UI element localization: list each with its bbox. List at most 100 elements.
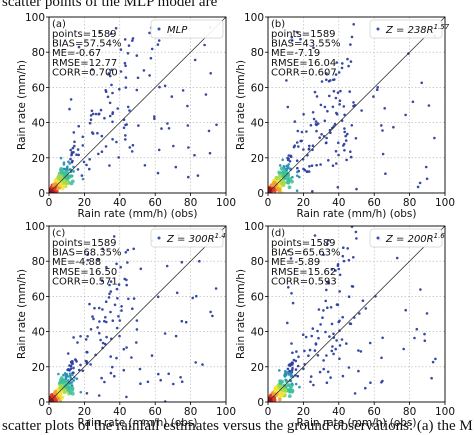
scatter-point (211, 314, 214, 318)
scatter-point (277, 170, 282, 175)
scatter-point (296, 174, 299, 177)
scatter-point (392, 125, 395, 129)
scatter-point (277, 393, 282, 398)
x-tick-label: 0 (265, 406, 272, 418)
scatter-point (290, 39, 294, 42)
scatter-point (136, 76, 140, 80)
scatter-point (62, 373, 65, 377)
panel-label: (a) (52, 19, 66, 30)
x-tick-label: 100 (216, 197, 236, 209)
scatter-point (96, 257, 100, 261)
scatter-point (404, 113, 407, 117)
scatter-point (86, 253, 89, 256)
one-to-one-line (267, 225, 446, 403)
scatter-point (328, 335, 331, 338)
scatter-point (64, 169, 69, 174)
scatter-point (340, 66, 344, 70)
scatter-point (425, 312, 429, 315)
scatter-point (105, 265, 108, 269)
scatter-panel: 00 20 20 40 40 60 60 80 80 100 100 Rain rate (mm/h)… (16, 12, 236, 220)
scatter-point (193, 58, 197, 62)
scatter-point (360, 109, 363, 112)
scatter-point (369, 381, 372, 385)
scatter-point (123, 38, 127, 41)
x-tick-label: 60 (149, 406, 162, 418)
scatter-point (124, 86, 128, 89)
scatter-point (70, 153, 73, 157)
scatter-point (101, 247, 104, 251)
scatter-point (419, 288, 422, 291)
scatter-point (337, 320, 341, 324)
scatter-point (67, 379, 70, 382)
scatter-point (347, 295, 351, 299)
scatter-point (66, 375, 70, 378)
plot-frame (267, 16, 446, 194)
scatter-point (100, 150, 104, 153)
scatter-point (184, 320, 188, 324)
scatter-point (381, 336, 384, 340)
scatter-point (330, 322, 334, 326)
stat-text: BIAS=57.54% (52, 39, 122, 50)
scatter-point (123, 61, 127, 65)
y-tick-label: 40 (32, 118, 45, 130)
scatter-point (296, 364, 300, 368)
y-tick-label: 0 (38, 397, 45, 409)
scatter-point (139, 267, 143, 271)
scatter-point (58, 399, 63, 402)
scatter-point (142, 69, 146, 72)
scatter-point (90, 109, 94, 113)
scatter-point (135, 54, 139, 57)
scatter-point (274, 176, 279, 181)
scatter-point (124, 76, 128, 79)
y-axis-label: Rain rate (mm/h) (16, 60, 28, 150)
scatter-point (312, 117, 316, 121)
scatter-point (349, 43, 352, 46)
legend-box (369, 19, 443, 39)
scatter-point (98, 331, 101, 335)
scatter-point (332, 78, 335, 82)
scatter-point (290, 361, 294, 365)
scatter-point (60, 176, 65, 181)
x-tick-label: 20 (78, 197, 91, 209)
scatter-point (338, 344, 342, 347)
scatter-point (59, 156, 63, 160)
scatter-point (109, 280, 113, 283)
scatter-point (315, 95, 319, 98)
scatter-point (135, 341, 138, 344)
y-tick-label: 20 (251, 362, 264, 374)
scatter-point (69, 157, 72, 161)
scatter-point (193, 153, 196, 157)
scatter-point (158, 85, 161, 89)
scatter-point (157, 39, 161, 42)
scatter-point (66, 368, 69, 372)
scatter-point (99, 108, 103, 112)
scatter-point (289, 257, 293, 260)
scatter-point (69, 174, 74, 179)
scatter-point (191, 296, 194, 300)
scatter-point (116, 107, 119, 110)
y-tick-label: 60 (32, 82, 45, 94)
scatter-point (103, 380, 106, 384)
panel-label: (d) (271, 228, 285, 239)
scatter-point (91, 315, 94, 318)
scatter-point (135, 328, 139, 331)
scatter-point (331, 164, 335, 167)
x-axis-label: Rain rate (mm/h) (obs) (296, 417, 416, 429)
scatter-point (296, 374, 300, 378)
scatter-point (322, 359, 325, 362)
y-tick-label: 80 (32, 256, 45, 268)
scatter-point (115, 262, 118, 266)
scatter-point (62, 167, 66, 171)
scatter-point (76, 168, 80, 171)
y-tick-label: 20 (32, 153, 45, 165)
scatter-point (288, 160, 292, 163)
plot-frame (48, 16, 227, 194)
scatter-point (71, 146, 75, 150)
scatter-point (93, 306, 96, 310)
scatter-point (86, 335, 89, 338)
scatter-point (137, 124, 140, 127)
scatter-point (311, 327, 315, 330)
scatter-point (418, 181, 422, 185)
scatter-point (402, 347, 406, 351)
plot-frame (48, 225, 227, 403)
